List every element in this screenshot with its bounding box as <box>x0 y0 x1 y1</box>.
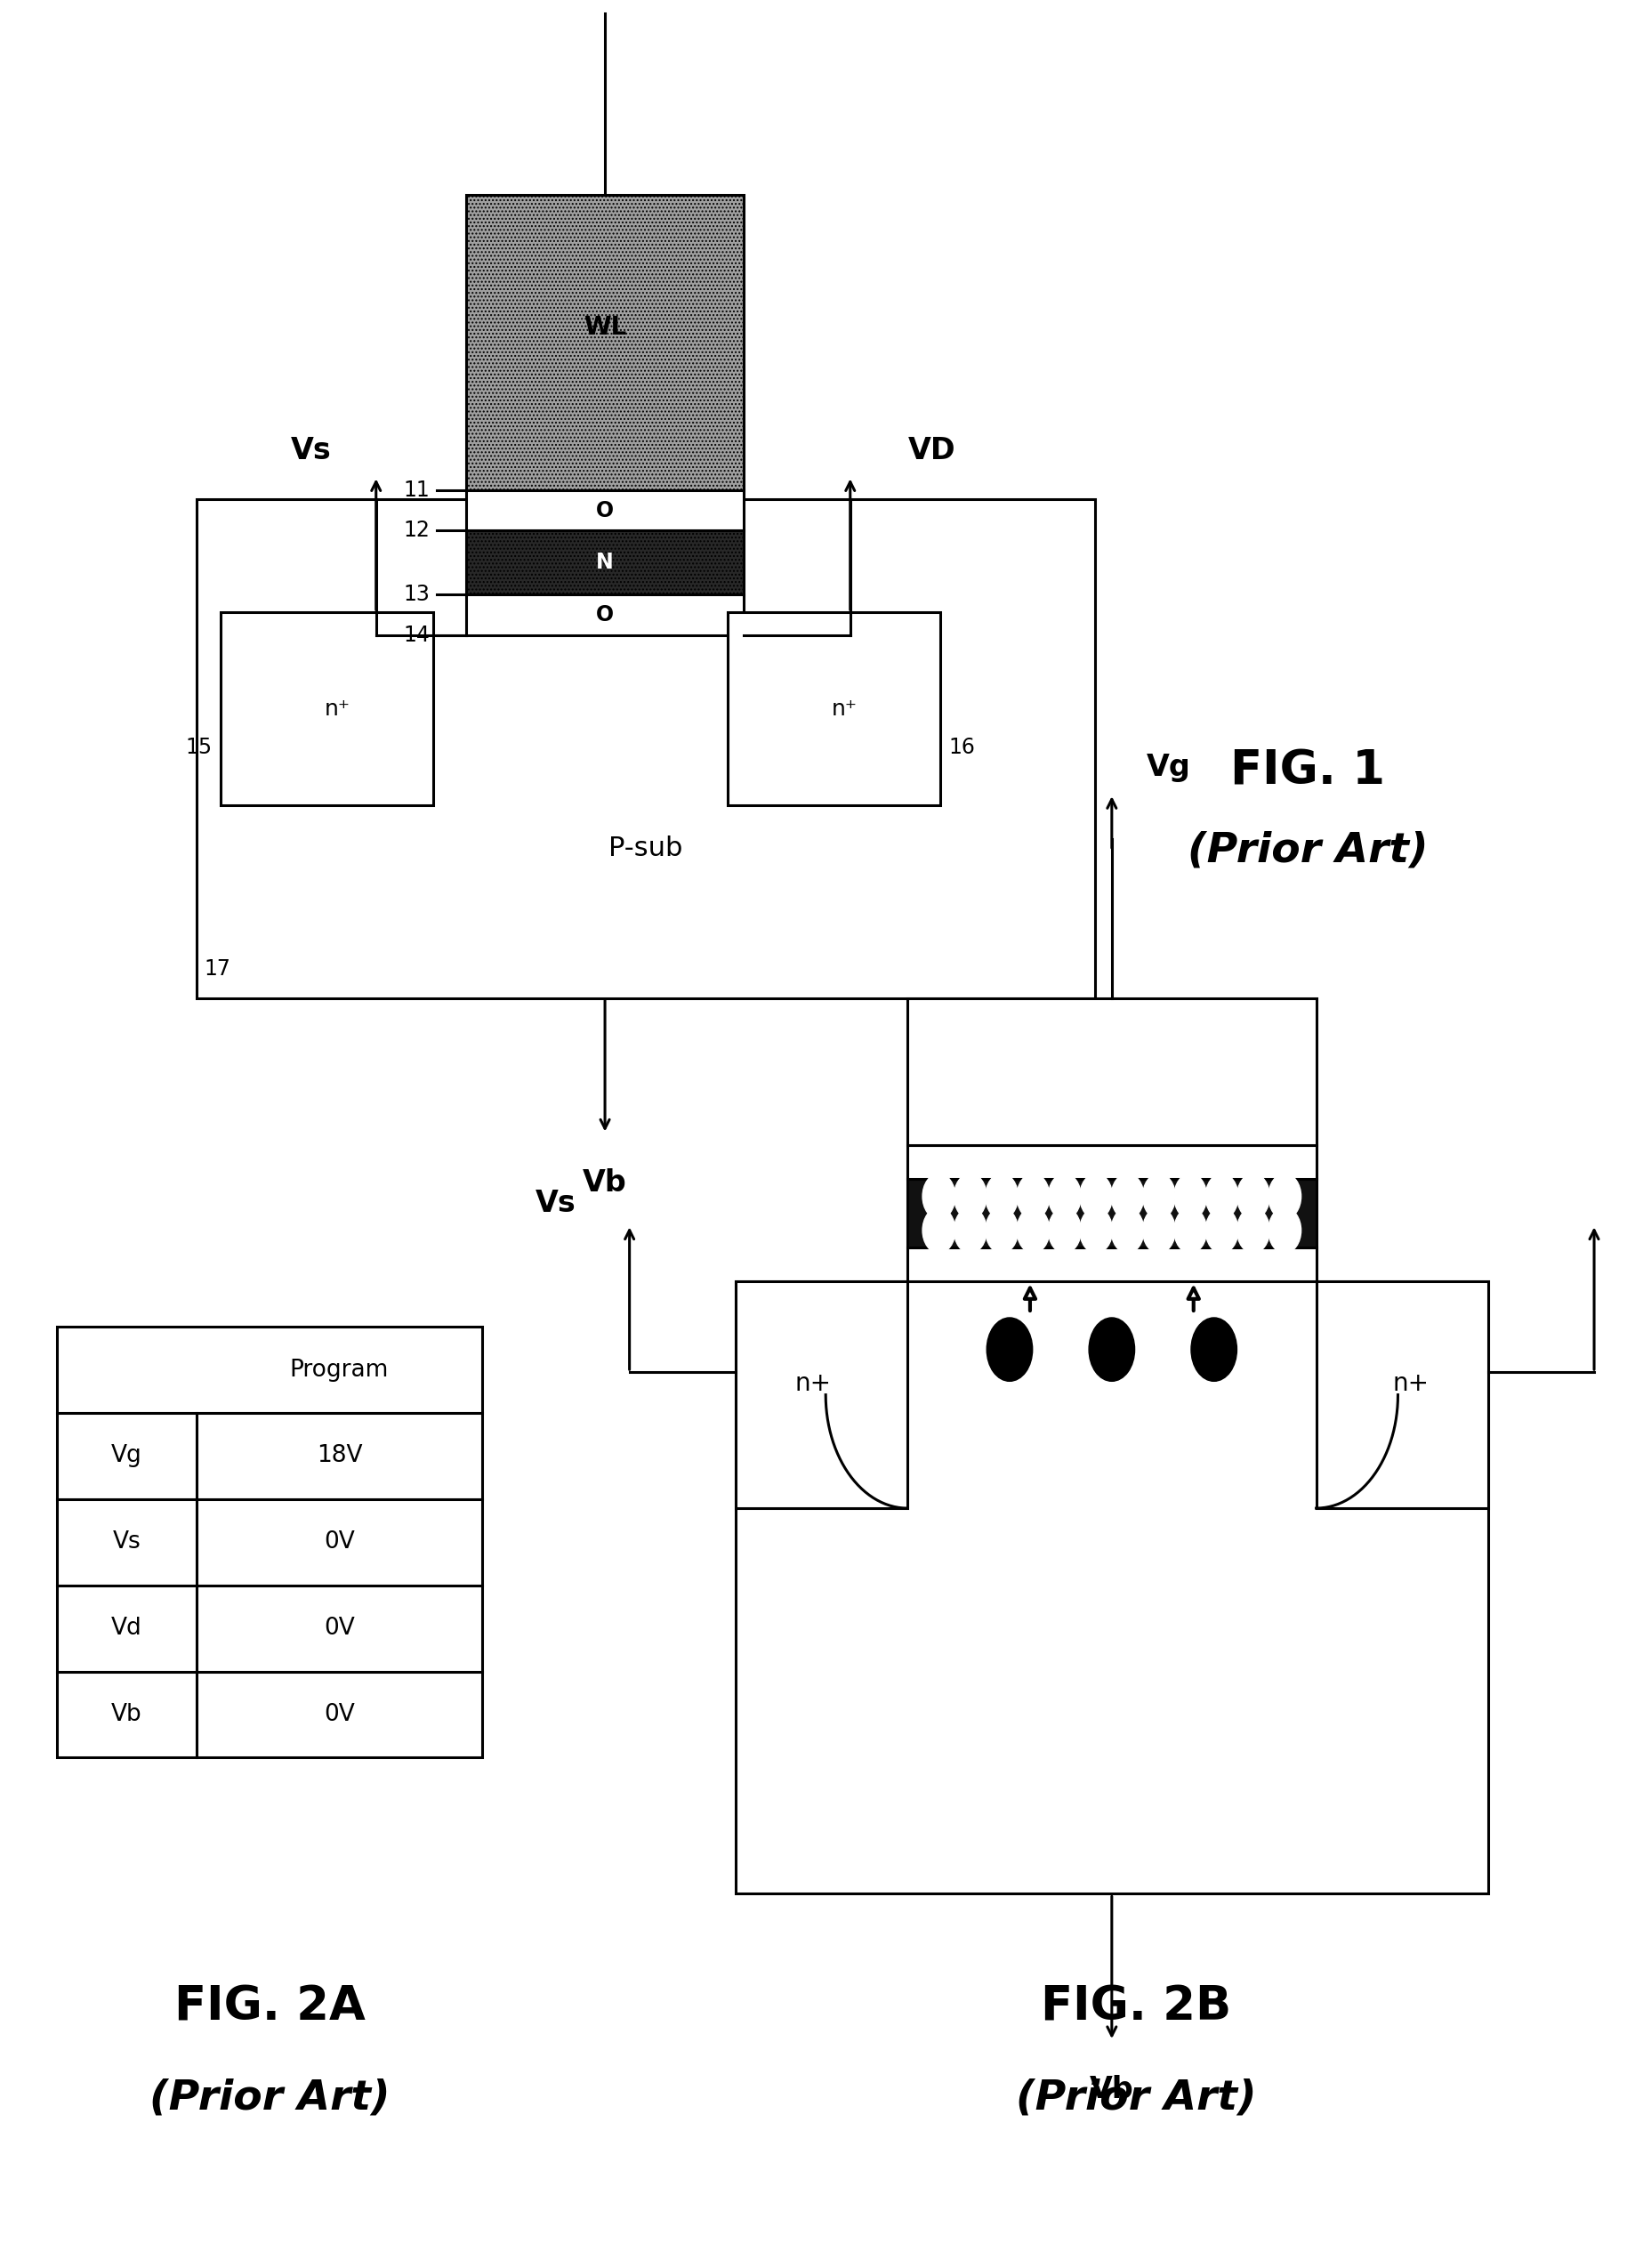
Bar <box>57 1672 196 1758</box>
Text: Vs: Vs <box>536 1188 576 1218</box>
Circle shape <box>1269 1207 1301 1252</box>
Circle shape <box>1017 1207 1050 1252</box>
Text: n⁺: n⁺ <box>325 699 350 719</box>
Text: n⁺: n⁺ <box>832 699 857 719</box>
Text: (Prior Art): (Prior Art) <box>1187 830 1429 871</box>
Text: Vs: Vs <box>113 1531 141 1554</box>
Text: 0V: 0V <box>324 1531 355 1554</box>
Text: 0V: 0V <box>324 1617 355 1640</box>
Bar <box>57 1499 196 1585</box>
Bar <box>57 1413 196 1499</box>
Circle shape <box>1238 1207 1270 1252</box>
Text: 17: 17 <box>204 959 231 980</box>
Bar <box>466 195 744 490</box>
Text: 14: 14 <box>404 624 430 646</box>
Text: N: N <box>597 551 613 574</box>
Text: FIG. 2B: FIG. 2B <box>1041 1984 1231 2030</box>
Text: n+: n+ <box>795 1372 831 1395</box>
Circle shape <box>1205 1175 1238 1220</box>
Circle shape <box>1079 1207 1112 1252</box>
Text: WL: WL <box>584 315 626 340</box>
Circle shape <box>1174 1207 1207 1252</box>
Circle shape <box>1048 1207 1081 1252</box>
Text: n+: n+ <box>1393 1372 1429 1395</box>
Text: Vg: Vg <box>1146 753 1192 782</box>
Bar <box>736 1281 1488 1894</box>
Text: FIG. 2A: FIG. 2A <box>175 1984 365 2030</box>
Circle shape <box>1238 1175 1270 1220</box>
Circle shape <box>986 1207 1019 1252</box>
Circle shape <box>1174 1175 1207 1220</box>
Bar <box>1316 1281 1488 1508</box>
Circle shape <box>922 1207 955 1252</box>
Bar <box>466 490 744 531</box>
Bar <box>728 612 940 805</box>
Text: 15: 15 <box>186 737 213 758</box>
Circle shape <box>988 1318 1033 1381</box>
Text: Vb: Vb <box>582 1168 628 1198</box>
Text: Vb: Vb <box>111 1703 142 1726</box>
Bar <box>907 1145 1316 1179</box>
Circle shape <box>1192 1318 1238 1381</box>
Text: 12: 12 <box>404 519 430 542</box>
Circle shape <box>1112 1207 1144 1252</box>
Bar <box>196 499 1095 998</box>
Text: Vs: Vs <box>291 435 330 465</box>
Bar <box>196 1499 482 1585</box>
Circle shape <box>953 1175 986 1220</box>
Bar <box>466 531 744 594</box>
Text: 13: 13 <box>404 583 430 606</box>
Circle shape <box>1079 1175 1112 1220</box>
Circle shape <box>1112 1175 1144 1220</box>
Text: FIG. 1: FIG. 1 <box>1231 748 1385 794</box>
Circle shape <box>986 1175 1019 1220</box>
Text: 0V: 0V <box>324 1703 355 1726</box>
Circle shape <box>1143 1207 1176 1252</box>
Circle shape <box>1143 1175 1176 1220</box>
Text: (Prior Art): (Prior Art) <box>149 2077 391 2118</box>
Circle shape <box>922 1175 955 1220</box>
Circle shape <box>1048 1175 1081 1220</box>
Bar <box>466 594 744 635</box>
Circle shape <box>1205 1207 1238 1252</box>
Bar <box>196 1672 482 1758</box>
Bar <box>57 1327 482 1413</box>
Text: P-sub: P-sub <box>608 835 683 862</box>
Circle shape <box>953 1207 986 1252</box>
Circle shape <box>1089 1318 1135 1381</box>
Bar <box>907 998 1316 1145</box>
Bar <box>907 1179 1316 1247</box>
Bar <box>57 1585 196 1672</box>
Text: Program: Program <box>289 1359 389 1381</box>
Text: O: O <box>597 499 613 522</box>
Text: (Prior Art): (Prior Art) <box>1015 2077 1257 2118</box>
Text: 16: 16 <box>948 737 974 758</box>
Text: VD: VD <box>907 435 956 465</box>
Bar <box>736 1281 907 1508</box>
Text: Vb: Vb <box>1089 2075 1135 2105</box>
Bar <box>221 612 433 805</box>
Circle shape <box>1269 1175 1301 1220</box>
Text: Vd: Vd <box>111 1617 142 1640</box>
Text: O: O <box>597 603 613 626</box>
Circle shape <box>1017 1175 1050 1220</box>
Bar <box>196 1585 482 1672</box>
Text: 11: 11 <box>404 479 430 501</box>
Bar <box>907 1247 1316 1281</box>
Text: Vg: Vg <box>111 1445 142 1467</box>
Bar <box>196 1413 482 1499</box>
Text: 18V: 18V <box>316 1445 363 1467</box>
